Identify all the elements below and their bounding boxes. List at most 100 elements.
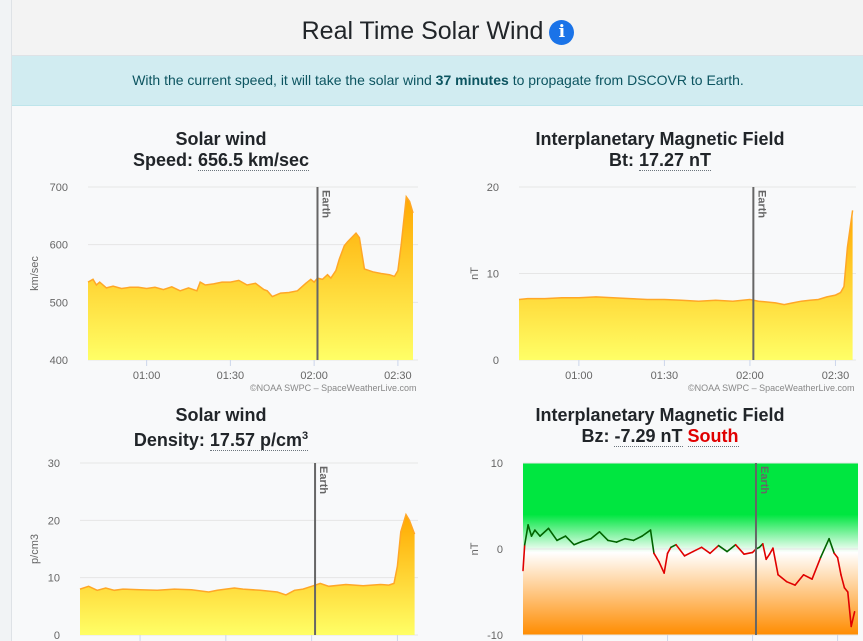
bz-series-segment — [846, 591, 852, 628]
bt-ytick-label: 10 — [487, 269, 499, 281]
speed-series-line — [87, 194, 414, 298]
bz-ylabel: nT — [469, 542, 481, 555]
bz-chart[interactable]: -10 0 10 nT Earth — [440, 451, 863, 641]
bz-series-segment — [692, 546, 703, 553]
bz-series-segment — [670, 543, 677, 549]
bz-chart-heading: Interplanetary Magnetic Field — [535, 405, 785, 425]
density-ytick-label: 20 — [48, 515, 60, 527]
bz-label: Bz: — [581, 426, 610, 446]
bz-series-segment — [683, 550, 694, 557]
density-ytick-label: 0 — [54, 630, 60, 641]
speed-ytick-label: 500 — [50, 297, 68, 309]
info-icon[interactable]: i — [549, 20, 575, 45]
bz-series-segment — [734, 543, 745, 555]
density-series-line — [79, 512, 416, 596]
density-label: Density: — [133, 430, 205, 450]
propagation-alert: With the current speed, it will take the… — [12, 56, 863, 106]
speed-ytick-label: 700 — [50, 182, 68, 194]
density-ylabel: p/cm3 — [29, 534, 41, 564]
bz-chart-title: Interplanetary Magnetic Field Bz: -7.29 … — [490, 405, 830, 447]
bt-earth-label: Earth — [755, 190, 767, 218]
speed-ytick-label: 600 — [50, 240, 68, 252]
density-area — [80, 514, 415, 635]
bz-series-segment — [833, 552, 839, 559]
bz-series-segment — [785, 580, 796, 586]
bz-series-segment — [819, 537, 830, 559]
bt-series-line — [518, 210, 854, 306]
bz-series-segment — [607, 539, 618, 543]
bz-ytick-label: 0 — [497, 544, 503, 556]
bz-series-segment — [666, 546, 672, 555]
speed-label: Speed: — [132, 150, 193, 170]
density-value-number: 17.57 p/cm — [209, 430, 302, 450]
bz-direction[interactable]: South — [687, 426, 739, 447]
bz-value[interactable]: -7.29 nT — [614, 426, 683, 447]
speed-xtick-label: 02:30 — [384, 370, 412, 382]
bz-series-segment — [811, 556, 822, 580]
bt-credit: ©NOAA SWPC – SpaceWeatherLive.com — [688, 383, 855, 393]
bz-series-segment — [534, 529, 541, 537]
bt-xtick-label: 02:30 — [822, 370, 850, 382]
bz-series-segment — [709, 544, 720, 555]
bz-series-segment — [658, 561, 665, 574]
bz-ytick-label: -10 — [487, 630, 503, 641]
speed-xtick-label: 02:00 — [300, 370, 328, 382]
bz-series-segment — [522, 543, 526, 572]
density-chart[interactable]: 0 10 20 30 p/cm3 Earth — [0, 451, 425, 641]
bz-series-segment — [598, 531, 609, 542]
density-chart-title: Solar wind Density: 17.57 p/cm3 — [61, 405, 381, 451]
bz-series-segment — [765, 553, 771, 561]
speed-xtick-label: 01:30 — [217, 370, 245, 382]
bt-ytick-label: 20 — [487, 182, 499, 194]
density-earth-label: Earth — [317, 466, 329, 494]
bz-series-segment — [717, 544, 728, 553]
page-title: Real Time Solar Wind i — [12, 17, 863, 46]
bt-chart-heading: Interplanetary Magnetic Field — [535, 129, 785, 149]
density-ytick-label: 10 — [48, 573, 60, 585]
bz-series-segment — [556, 535, 567, 542]
bt-ylabel: nT — [469, 267, 481, 280]
bt-xtick-label: 01:30 — [651, 370, 679, 382]
bz-series-segment — [547, 527, 558, 542]
bz-series-segment — [802, 574, 813, 580]
bt-chart-title: Interplanetary Magnetic Field Bt: 17.27 … — [490, 129, 830, 171]
bt-xtick-label: 01:00 — [565, 370, 593, 382]
bz-series-segment — [624, 537, 635, 542]
bz-series-segment — [615, 537, 626, 543]
bz-series-segment — [828, 537, 835, 555]
page-title-text: Real Time Solar Wind — [301, 17, 544, 45]
bz-series-segment — [777, 574, 788, 583]
bt-chart[interactable]: 0 10 20 nT 01:00 01:30 02:00 02:30 Earth — [440, 175, 863, 397]
bz-series-segment — [653, 552, 660, 563]
bz-series-segment — [772, 547, 779, 576]
alert-prefix: With the current speed, it will take the… — [132, 72, 432, 88]
bz-series-segment — [836, 556, 842, 576]
speed-value[interactable]: 656.5 km/sec — [197, 150, 310, 171]
bz-series-segment — [590, 531, 601, 540]
bz-series-segment — [843, 586, 849, 593]
bz-series-segment — [573, 540, 584, 546]
bz-series-segment — [663, 552, 669, 574]
bz-series-segment — [523, 524, 529, 546]
bt-ytick-label: 0 — [493, 355, 499, 367]
bz-series-segment — [649, 529, 655, 555]
bz-series-segment — [527, 524, 533, 537]
speed-earth-label: Earth — [319, 190, 331, 218]
speed-chart[interactable]: 400 500 600 700 km/sec 01:00 01:30 02:00 02:30 Ea… — [0, 175, 425, 397]
bz-series-segment — [743, 551, 754, 555]
bt-xtick-label: 02:00 — [736, 370, 764, 382]
bz-series-segment — [539, 527, 550, 537]
density-value-sup: 3 — [301, 430, 309, 442]
bz-series-segment — [850, 610, 856, 628]
bz-ytick-label: 10 — [491, 458, 503, 470]
bt-area — [519, 210, 853, 360]
bz-series-segment — [530, 529, 536, 537]
alert-highlight: 37 minutes — [435, 72, 509, 88]
density-chart-heading: Solar wind — [175, 405, 267, 425]
density-value[interactable]: 17.57 p/cm3 — [209, 430, 309, 451]
density-ytick-label: 30 — [48, 458, 60, 470]
bz-series-segment — [581, 537, 592, 543]
bz-earth-label: Earth — [758, 466, 770, 494]
bz-series-segment — [726, 543, 737, 553]
bt-value[interactable]: 17.27 nT — [638, 150, 712, 171]
